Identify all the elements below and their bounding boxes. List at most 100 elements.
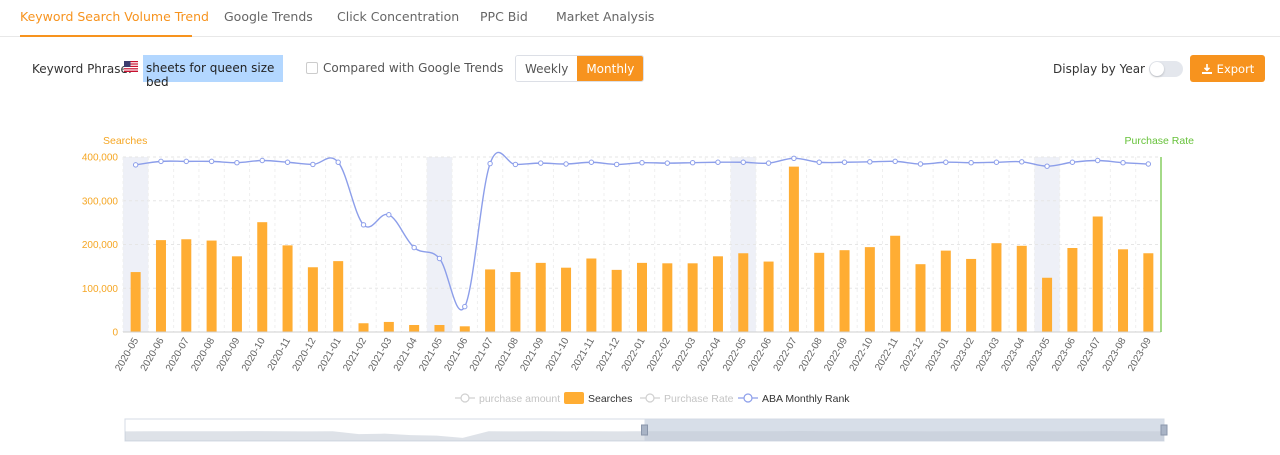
aba-monthly-rank-point	[132, 162, 139, 168]
aba-monthly-rank-point	[892, 158, 898, 165]
weekly-button[interactable]: Weekly	[516, 56, 578, 81]
x-tick-label: 2022-09	[822, 336, 850, 374]
aba-monthly-rank-point	[1019, 159, 1025, 165]
aba-monthly-rank-point	[234, 159, 240, 166]
searches-bar	[1143, 253, 1154, 332]
x-tick-label: 2023-08	[1101, 336, 1129, 374]
y-tick-label: 100,000	[82, 284, 119, 295]
searches-bar	[333, 261, 344, 332]
y-tick-label: 300,000	[82, 196, 119, 207]
aba-monthly-rank-point	[740, 159, 746, 165]
aba-monthly-rank-point	[310, 161, 316, 168]
searches-bar	[1118, 249, 1129, 332]
searches-bar	[687, 263, 698, 332]
data-zoom-handle-start[interactable]	[641, 424, 648, 436]
aba-monthly-rank-point	[1095, 157, 1101, 164]
aba-monthly-rank-point	[411, 244, 417, 251]
searches-bar	[510, 272, 521, 332]
aba-monthly-rank-point	[563, 161, 569, 167]
y-tick-label: 400,000	[82, 153, 119, 164]
tab-ppc-bid[interactable]: PPC Bid	[480, 9, 528, 24]
x-tick-label: 2021-09	[518, 336, 546, 374]
tab-click-concentration[interactable]: Click Concentration	[337, 9, 460, 24]
searches-bar	[738, 253, 749, 332]
display-by-year-label: Display by Year	[1053, 62, 1145, 76]
searches-bar	[383, 321, 394, 332]
searches-bar	[358, 323, 369, 332]
aba-monthly-rank-point	[284, 159, 291, 165]
searches-bar	[991, 243, 1002, 332]
searches-bar	[940, 250, 951, 332]
tab-bar: Keyword Search Volume Trend Google Trend…	[0, 0, 1280, 37]
searches-bar	[611, 269, 622, 332]
x-tick-label: 2023-09	[1126, 336, 1154, 374]
searches-bar	[409, 325, 420, 332]
export-button[interactable]: Export	[1190, 55, 1265, 82]
x-tick-label: 2022-02	[645, 336, 673, 374]
display-by-year-switch[interactable]	[1149, 61, 1183, 77]
aba-monthly-rank-point	[816, 159, 822, 165]
searches-bar	[307, 267, 318, 332]
y-tick-label: 0	[112, 328, 118, 339]
x-tick-label: 2021-05	[417, 336, 445, 374]
legend-swatch	[564, 392, 584, 404]
x-tick-label: 2022-06	[746, 336, 774, 374]
legend-marker	[743, 393, 753, 403]
data-zoom-handle-end[interactable]	[1160, 424, 1168, 436]
aba-monthly-rank-point	[639, 159, 645, 166]
legend-label: ABA Monthly Rank	[762, 393, 850, 405]
monthly-button[interactable]: Monthly	[577, 56, 644, 81]
searches-bar	[535, 262, 546, 332]
searches-bar	[434, 325, 445, 332]
x-tick-label: 2023-04	[999, 336, 1027, 374]
legend-marker	[645, 393, 655, 403]
data-zoom-preview	[125, 431, 1164, 441]
tab-google-trends[interactable]: Google Trends	[224, 9, 313, 24]
searches-bar	[181, 239, 192, 332]
search-volume-chart: Searches Purchase Rate 0 100,000 200,000 300,…	[82, 135, 1194, 442]
searches-bar	[637, 262, 647, 332]
x-tick-label: 2021-04	[392, 336, 420, 374]
aba-monthly-rank-point	[386, 212, 392, 218]
aba-monthly-rank-point	[867, 159, 873, 165]
x-tick-label: 2022-08	[797, 336, 825, 374]
searches-bar	[712, 256, 723, 332]
searches-bar	[1042, 277, 1053, 332]
legend-item[interactable]: ABA Monthly Rank	[738, 393, 850, 405]
x-tick-label: 2023-03	[974, 336, 1002, 374]
aba-monthly-rank-point	[436, 255, 443, 262]
legend-item[interactable]: Searches	[564, 392, 632, 405]
switch-knob	[1150, 62, 1164, 76]
legend-label: Purchase Rate	[664, 393, 734, 405]
aba-monthly-rank-point	[360, 222, 367, 228]
x-tick-label: 2023-05	[1025, 336, 1053, 374]
tab-market-analysis[interactable]: Market Analysis	[556, 9, 655, 24]
searches-bar	[459, 326, 470, 332]
x-tick-label: 2022-05	[721, 336, 749, 374]
searches-bar	[130, 272, 141, 332]
x-tick-label: 2021-08	[493, 336, 521, 374]
x-tick-label: 2020-11	[266, 336, 294, 373]
legend-item[interactable]: purchase amount	[455, 393, 560, 405]
searches-bar	[814, 252, 825, 332]
left-axis-title: Searches	[103, 135, 147, 147]
x-tick-label: 2020-05	[113, 336, 141, 374]
searches-bar	[788, 166, 799, 332]
aba-monthly-rank-point	[1145, 161, 1152, 167]
aba-monthly-rank-point	[538, 160, 544, 166]
x-tick-label: 2021-12	[594, 336, 622, 374]
us-flag-icon	[124, 61, 138, 72]
tab-keyword-search-volume-trend[interactable]: Keyword Search Volume Trend	[20, 0, 209, 37]
x-tick-label: 2022-10	[848, 336, 876, 374]
x-tick-label: 2020-09	[215, 336, 243, 374]
legend-item[interactable]: Purchase Rate	[640, 393, 734, 405]
compare-google-trends-checkbox[interactable]: Compared with Google Trends	[306, 61, 503, 75]
aba-monthly-rank-point	[588, 159, 595, 165]
aba-monthly-rank-line	[135, 151, 1149, 311]
x-tick-label: 2023-07	[1075, 336, 1103, 374]
x-tick-label: 2023-01	[924, 336, 952, 374]
x-tick-label: 2020-10	[240, 336, 268, 374]
checkbox-box[interactable]	[306, 62, 318, 74]
keyword-phrase-input[interactable]: sheets for queen size bed	[143, 55, 283, 89]
x-tick-label: 2023-02	[949, 336, 977, 374]
